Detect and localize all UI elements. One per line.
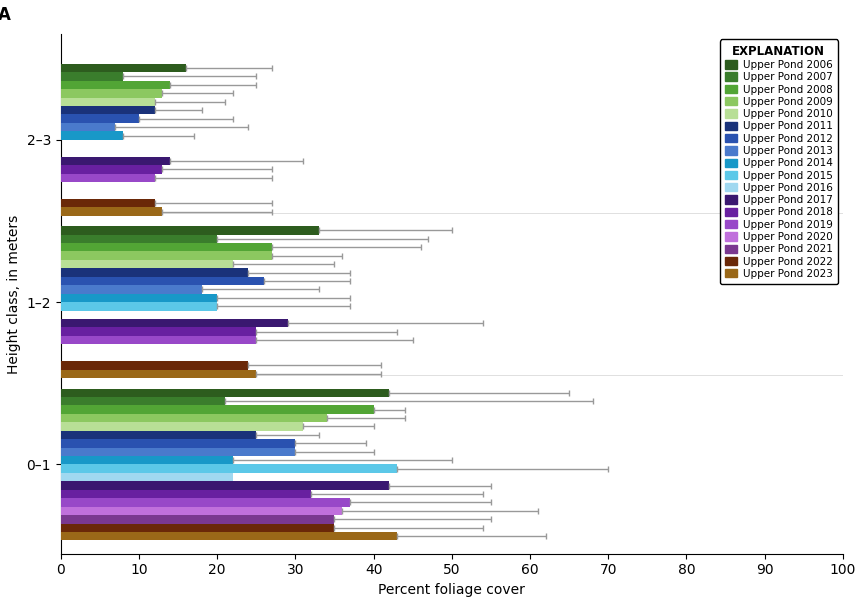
Bar <box>60 397 225 405</box>
Bar <box>60 207 162 216</box>
Bar <box>60 490 311 498</box>
Bar <box>60 524 335 532</box>
Y-axis label: Height class, in meters: Height class, in meters <box>7 214 21 374</box>
Bar <box>60 199 154 207</box>
Bar <box>60 260 233 268</box>
Bar <box>60 361 249 370</box>
Bar <box>60 498 350 507</box>
Bar <box>60 285 201 294</box>
Bar <box>60 64 186 72</box>
Bar <box>60 388 389 397</box>
Bar <box>60 131 123 140</box>
Bar <box>60 277 264 285</box>
Bar <box>60 431 256 439</box>
Bar <box>60 336 256 344</box>
Bar <box>60 405 374 414</box>
Bar <box>60 302 217 310</box>
Bar <box>60 81 170 89</box>
Bar <box>60 243 272 251</box>
Bar <box>60 422 303 431</box>
Bar <box>60 251 272 260</box>
Bar <box>60 481 389 490</box>
Bar <box>60 370 256 378</box>
Bar <box>60 294 217 302</box>
Bar <box>60 448 295 456</box>
Bar <box>60 98 154 106</box>
Bar <box>60 123 116 131</box>
Bar <box>60 106 154 114</box>
Bar <box>60 464 397 473</box>
Bar <box>60 165 162 173</box>
Bar <box>60 414 327 422</box>
Bar <box>60 532 397 541</box>
Bar <box>60 173 154 182</box>
Bar <box>60 268 249 277</box>
Bar <box>60 319 287 327</box>
Bar <box>60 507 343 515</box>
Bar <box>60 114 139 123</box>
Bar <box>60 439 295 448</box>
Text: A: A <box>0 6 11 24</box>
Bar <box>60 234 217 243</box>
X-axis label: Percent foliage cover: Percent foliage cover <box>378 583 526 597</box>
Bar <box>60 515 335 524</box>
Bar <box>60 473 233 481</box>
Bar <box>60 456 233 464</box>
Bar <box>60 89 162 98</box>
Bar <box>60 72 123 81</box>
Bar <box>60 156 170 165</box>
Bar <box>60 327 256 336</box>
Legend: Upper Pond 2006, Upper Pond 2007, Upper Pond 2008, Upper Pond 2009, Upper Pond 2: Upper Pond 2006, Upper Pond 2007, Upper … <box>720 39 838 284</box>
Bar <box>60 226 318 234</box>
